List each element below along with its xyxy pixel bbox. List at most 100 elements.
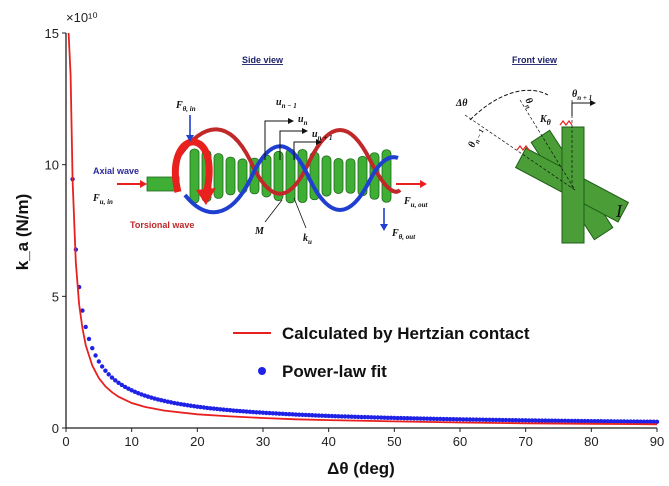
- data-point: [162, 398, 167, 404]
- data-point: [382, 415, 387, 420]
- data-point: [218, 407, 223, 412]
- helix-chain: [146, 127, 402, 215]
- data-point: [480, 417, 486, 422]
- delta-theta-label: Δθ: [455, 98, 468, 109]
- data-point: [195, 404, 200, 409]
- data-point: [80, 308, 85, 313]
- data-point: [214, 406, 220, 412]
- data-point: [464, 417, 469, 422]
- data-point: [421, 416, 427, 421]
- data-point: [356, 414, 361, 420]
- data-point: [566, 418, 571, 424]
- legend-label-powerlaw: Power-law fit: [282, 362, 387, 381]
- data-point: [260, 410, 266, 415]
- y-axis-label: k_a (N/m): [13, 194, 32, 271]
- data-point: [526, 418, 532, 423]
- data-point: [500, 417, 505, 423]
- legend-label-hertzian: Calculated by Hertzian contact: [282, 324, 530, 343]
- series-line-hertzian: [67, 32, 658, 426]
- torsion-arrow: [171, 138, 213, 196]
- data-point: [447, 416, 453, 422]
- data-point: [628, 419, 633, 424]
- x-axis-label: Δθ (deg): [327, 459, 395, 478]
- data-point: [648, 419, 653, 424]
- hertzian-series: [67, 32, 658, 426]
- data-point: [234, 408, 239, 413]
- data-point: [487, 417, 492, 423]
- data-point: [461, 417, 466, 422]
- data-point: [208, 406, 213, 411]
- data-point: [155, 397, 161, 402]
- data-point: [536, 418, 541, 423]
- data-point: [204, 405, 210, 411]
- data-point: [237, 408, 243, 414]
- data-point: [287, 411, 292, 417]
- data-point: [559, 418, 564, 424]
- data-point: [191, 404, 197, 409]
- data-point: [615, 419, 620, 424]
- data-point: [638, 419, 643, 424]
- data-point: [250, 409, 256, 415]
- data-point: [116, 380, 121, 385]
- data-point: [113, 378, 118, 383]
- data-point: [319, 413, 325, 418]
- data-point: [379, 415, 384, 420]
- data-point: [283, 411, 289, 417]
- f-theta-out-label: Fθ, out: [391, 228, 416, 241]
- data-point: [99, 364, 105, 369]
- data-point: [375, 415, 381, 420]
- data-point: [405, 416, 410, 421]
- x-tick-label: 60: [453, 434, 467, 449]
- data-point: [126, 386, 131, 391]
- u-n-minus-1-label: un − 1: [276, 97, 297, 110]
- data-point: [543, 418, 548, 423]
- k-theta-label: Kθ: [539, 114, 552, 127]
- x-tick-label: 0: [62, 434, 69, 449]
- data-point: [198, 404, 203, 410]
- data-point: [493, 417, 499, 423]
- data-point: [612, 419, 617, 424]
- data-point: [93, 353, 98, 358]
- data-point: [201, 405, 207, 410]
- data-point: [520, 418, 525, 423]
- data-point: [293, 412, 299, 417]
- data-point: [497, 417, 502, 423]
- theta-n-plus-1-label: θn + 1: [572, 89, 592, 102]
- helix-blue-strand: [183, 144, 399, 215]
- data-point: [257, 410, 262, 415]
- x-tick-label: 10: [124, 434, 138, 449]
- data-point: [441, 416, 446, 422]
- torsional-wave-label: Torsional wave: [130, 220, 194, 230]
- data-point: [86, 336, 92, 342]
- x-tick-label: 50: [387, 434, 401, 449]
- data-point: [244, 409, 249, 414]
- data-point: [510, 417, 515, 423]
- data-point: [454, 417, 459, 422]
- data-point: [589, 418, 594, 424]
- data-point: [415, 416, 420, 421]
- data-point: [224, 407, 230, 413]
- data-point: [598, 419, 604, 424]
- data-point: [388, 415, 394, 421]
- data-point: [431, 416, 436, 422]
- axial-wave-label: Axial wave: [93, 166, 139, 176]
- data-point: [418, 416, 423, 421]
- data-point: [129, 388, 134, 393]
- y-multiplier: ×10¹⁰: [66, 10, 98, 25]
- data-point: [411, 416, 417, 421]
- y-tick-label: 15: [45, 26, 59, 41]
- data-point: [280, 411, 285, 417]
- rod: [273, 151, 284, 201]
- data-point: [474, 417, 479, 422]
- data-point: [270, 411, 276, 416]
- data-point: [159, 398, 164, 403]
- data-point: [303, 412, 308, 418]
- data-point: [546, 418, 551, 423]
- data-point: [618, 419, 624, 424]
- data-point: [352, 414, 358, 420]
- x-tick-label: 70: [518, 434, 532, 449]
- axial-out-arrowhead: [420, 180, 427, 188]
- power-law-fit-series: [70, 176, 660, 424]
- data-point: [349, 414, 354, 419]
- data-point: [90, 345, 95, 351]
